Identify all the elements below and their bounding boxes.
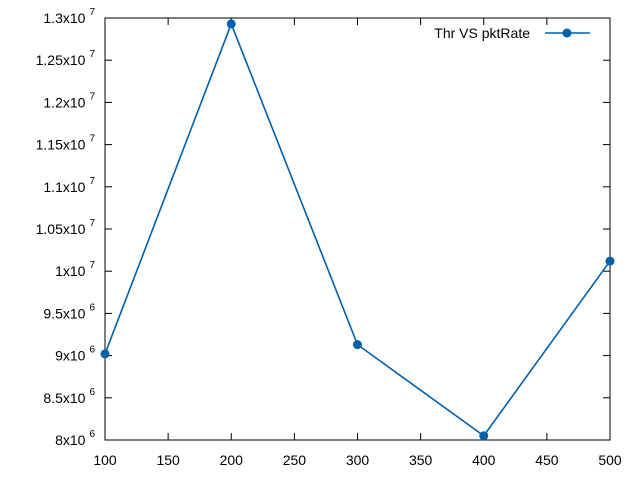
y-tick-mantissa: 1.05x10 xyxy=(36,221,86,237)
x-tick-label: 350 xyxy=(409,452,433,468)
x-tick-label: 400 xyxy=(472,452,496,468)
y-tick-label: 1.2x10 7 xyxy=(43,91,95,110)
y-tick-exponent: 7 xyxy=(89,218,95,229)
x-axis-ticks: 100 150 200 250 300 350 400 450 500 xyxy=(93,18,622,468)
y-tick-exponent: 6 xyxy=(89,345,95,356)
y-tick-label: 1.25x10 7 xyxy=(36,49,96,68)
data-point xyxy=(479,431,489,441)
y-tick-exponent: 6 xyxy=(89,387,95,398)
y-tick-exponent: 7 xyxy=(89,7,95,18)
y-tick-mantissa: 9x10 xyxy=(55,348,86,364)
legend-label: Thr VS pktRate xyxy=(434,25,530,41)
axes xyxy=(104,17,611,441)
y-tick-exponent: 7 xyxy=(89,260,95,271)
x-tick-label: 200 xyxy=(220,452,244,468)
x-tick-label: 150 xyxy=(156,452,180,468)
y-tick-label: 8x10 6 xyxy=(55,429,95,448)
data-point xyxy=(605,256,615,266)
y-tick-exponent: 7 xyxy=(89,134,95,145)
y-tick-exponent: 7 xyxy=(89,176,95,187)
y-tick-label: 1.15x10 7 xyxy=(36,134,96,153)
series-layer xyxy=(100,19,615,441)
y-tick-label: 9x10 6 xyxy=(55,345,95,364)
y-tick-mantissa: 9.5x10 xyxy=(43,305,85,321)
x-tick-label: 250 xyxy=(283,452,307,468)
y-tick-label: 1.3x10 7 xyxy=(43,7,95,26)
y-tick-label: 8.5x10 6 xyxy=(43,387,95,406)
y-tick-exponent: 7 xyxy=(89,91,95,102)
legend-marker xyxy=(562,28,572,38)
y-tick-mantissa: 1.2x10 xyxy=(43,94,85,110)
y-tick-mantissa: 1.3x10 xyxy=(43,10,85,26)
y-tick-label: 1.1x10 7 xyxy=(43,176,95,195)
y-tick-label: 9.5x10 6 xyxy=(43,302,95,321)
data-point xyxy=(353,340,362,350)
y-tick-exponent: 6 xyxy=(89,302,95,313)
x-tick-label: 300 xyxy=(346,452,370,468)
y-tick-mantissa: 1.25x10 xyxy=(36,52,86,68)
y-tick-label: 1x10 7 xyxy=(55,260,95,279)
x-tick-label: 450 xyxy=(535,452,559,468)
x-tick-label: 100 xyxy=(93,452,117,468)
y-tick-label: 1.05x10 7 xyxy=(36,218,96,237)
y-tick-mantissa: 1x10 xyxy=(55,263,86,279)
legend: Thr VS pktRate xyxy=(434,25,590,41)
y-tick-exponent: 7 xyxy=(89,49,95,60)
plot-frame xyxy=(104,17,611,441)
y-tick-exponent: 6 xyxy=(89,429,95,440)
data-point xyxy=(100,349,110,359)
data-point xyxy=(226,19,236,29)
series-line xyxy=(104,21,611,437)
y-tick-mantissa: 1.15x10 xyxy=(36,137,86,153)
x-tick-label: 500 xyxy=(598,452,622,468)
y-tick-mantissa: 1.1x10 xyxy=(43,179,85,195)
y-tick-mantissa: 8.5x10 xyxy=(43,390,85,406)
y-tick-mantissa: 8x10 xyxy=(55,432,86,448)
